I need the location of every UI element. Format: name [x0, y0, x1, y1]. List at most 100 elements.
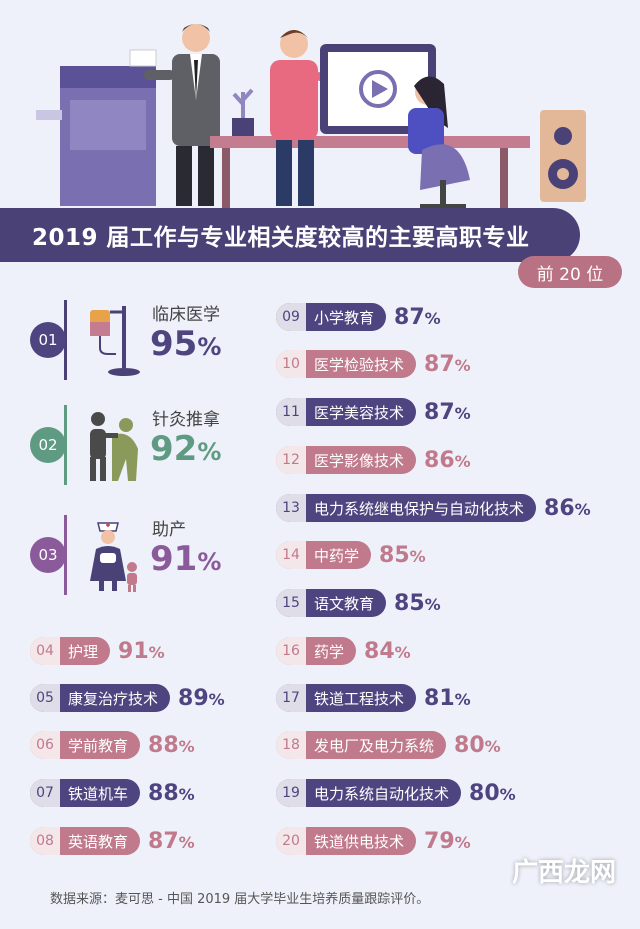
printer-icon	[36, 49, 157, 206]
list-item: 11 医学美容技术 87%	[276, 398, 471, 426]
list-item: 12 医学影像技术 86%	[276, 446, 471, 474]
top-entry-3: 03 助产 91%	[30, 515, 270, 615]
list-item: 08 英语教育 87%	[30, 827, 195, 855]
monitor-play-icon	[320, 44, 436, 134]
major-value: 91%	[118, 638, 165, 664]
major-value: 88%	[148, 780, 195, 806]
major-name: 医学检验技术	[314, 355, 405, 374]
list-item: 07 铁道机车 88%	[30, 779, 195, 807]
major-pill: 09 小学教育	[276, 303, 387, 331]
major-value: 85%	[379, 542, 426, 568]
page-title: 2019 届工作与专业相关度较高的主要高职专业	[0, 208, 580, 262]
list-item: 14 中药学 85%	[276, 541, 426, 569]
rank-badge: 02	[30, 427, 66, 463]
rank-badge: 03	[30, 537, 66, 573]
data-source: 数据来源：麦可思 - 中国 2019 届大学毕业生培养质量跟踪评价。	[50, 892, 430, 907]
entry-name: 针灸推拿	[152, 410, 220, 430]
entry-name: 临床医学	[152, 305, 220, 325]
list-item: 17 铁道工程技术 81%	[276, 684, 471, 712]
major-value: 88%	[148, 732, 195, 758]
rank-number: 10	[276, 350, 306, 378]
major-name: 电力系统继电保护与自动化技术	[314, 499, 525, 518]
presenter-icon	[270, 30, 356, 206]
businessman-icon	[144, 24, 220, 206]
major-pill: 05 康复治疗技术	[30, 684, 171, 712]
entry-name: 助产	[152, 520, 186, 540]
major-pill: 07 铁道机车	[30, 779, 141, 807]
list-item: 09 小学教育 87%	[276, 303, 441, 331]
woman-chair-icon	[408, 76, 470, 209]
major-value: 85%	[394, 590, 441, 616]
major-name: 小学教育	[314, 308, 375, 327]
nurse-child-icon	[90, 522, 137, 592]
rank-number: 15	[276, 589, 306, 617]
iv-drip-icon	[90, 306, 140, 376]
rank-number: 08	[30, 827, 60, 855]
rank-number: 14	[276, 541, 306, 569]
major-value: 81%	[424, 685, 471, 711]
major-pill: 10 医学检验技术	[276, 350, 417, 378]
rank-number: 04	[30, 637, 60, 665]
entry-value: 91%	[150, 539, 222, 579]
rank-number: 05	[30, 684, 60, 712]
rank-number: 20	[276, 827, 306, 855]
entry-value: 95%	[150, 324, 222, 364]
list-item: 04 护理 91%	[30, 637, 165, 665]
major-name: 语文教育	[314, 594, 375, 613]
rank-number: 06	[30, 731, 60, 759]
rank-number: 11	[276, 398, 306, 426]
list-item: 06 学前教育 88%	[30, 731, 195, 759]
major-name: 铁道机车	[68, 784, 129, 803]
major-value: 80%	[469, 780, 516, 806]
major-value: 86%	[544, 495, 591, 521]
watermark-brand: 广西龙网	[512, 858, 617, 888]
major-name: 康复治疗技术	[68, 689, 159, 708]
major-pill: 06 学前教育	[30, 731, 141, 759]
major-pill: 04 护理	[30, 637, 111, 665]
list-item: 15 语文教育 85%	[276, 589, 441, 617]
rank-number: 09	[276, 303, 306, 331]
major-name: 医学美容技术	[314, 403, 405, 422]
list-item: 19 电力系统自动化技术 80%	[276, 779, 516, 807]
major-value: 87%	[148, 828, 195, 854]
major-name: 英语教育	[68, 832, 129, 851]
major-pill: 18 发电厂及电力系统	[276, 731, 447, 759]
major-name: 铁道工程技术	[314, 689, 405, 708]
major-name: 中药学	[314, 546, 360, 565]
major-pill: 16 药学	[276, 637, 357, 665]
entry-value: 92%	[150, 429, 222, 469]
rank-badge: 01	[30, 322, 66, 358]
list-item: 20 铁道供电技术 79%	[276, 827, 471, 855]
major-value: 87%	[424, 399, 471, 425]
speaker-icon	[540, 110, 586, 202]
rank-number: 07	[30, 779, 60, 807]
major-name: 学前教育	[68, 736, 129, 755]
list-item: 10 医学检验技术 87%	[276, 350, 471, 378]
list-item: 18 发电厂及电力系统 80%	[276, 731, 501, 759]
rank-number: 13	[276, 494, 306, 522]
major-name: 护理	[68, 642, 99, 661]
major-pill: 15 语文教育	[276, 589, 387, 617]
rank-number: 19	[276, 779, 306, 807]
rank-number: 18	[276, 731, 306, 759]
major-value: 87%	[424, 351, 471, 377]
rank-tag: 前 20 位	[518, 256, 622, 288]
massage-icon	[90, 412, 138, 481]
plant-icon	[232, 88, 254, 138]
major-value: 80%	[454, 732, 501, 758]
list-item: 05 康复治疗技术 89%	[30, 684, 225, 712]
major-value: 89%	[178, 685, 225, 711]
major-name: 铁道供电技术	[314, 832, 405, 851]
major-name: 发电厂及电力系统	[314, 736, 435, 755]
major-pill: 12 医学影像技术	[276, 446, 417, 474]
list-item: 13 电力系统继电保护与自动化技术 86%	[276, 494, 591, 522]
major-pill: 11 医学美容技术	[276, 398, 417, 426]
major-name: 药学	[314, 642, 345, 661]
top-entry-1: 01 临床医学 95%	[30, 300, 270, 400]
major-value: 84%	[364, 638, 411, 664]
major-pill: 19 电力系统自动化技术	[276, 779, 462, 807]
rank-number: 16	[276, 637, 306, 665]
major-value: 79%	[424, 828, 471, 854]
major-pill: 20 铁道供电技术	[276, 827, 417, 855]
rank-number: 17	[276, 684, 306, 712]
